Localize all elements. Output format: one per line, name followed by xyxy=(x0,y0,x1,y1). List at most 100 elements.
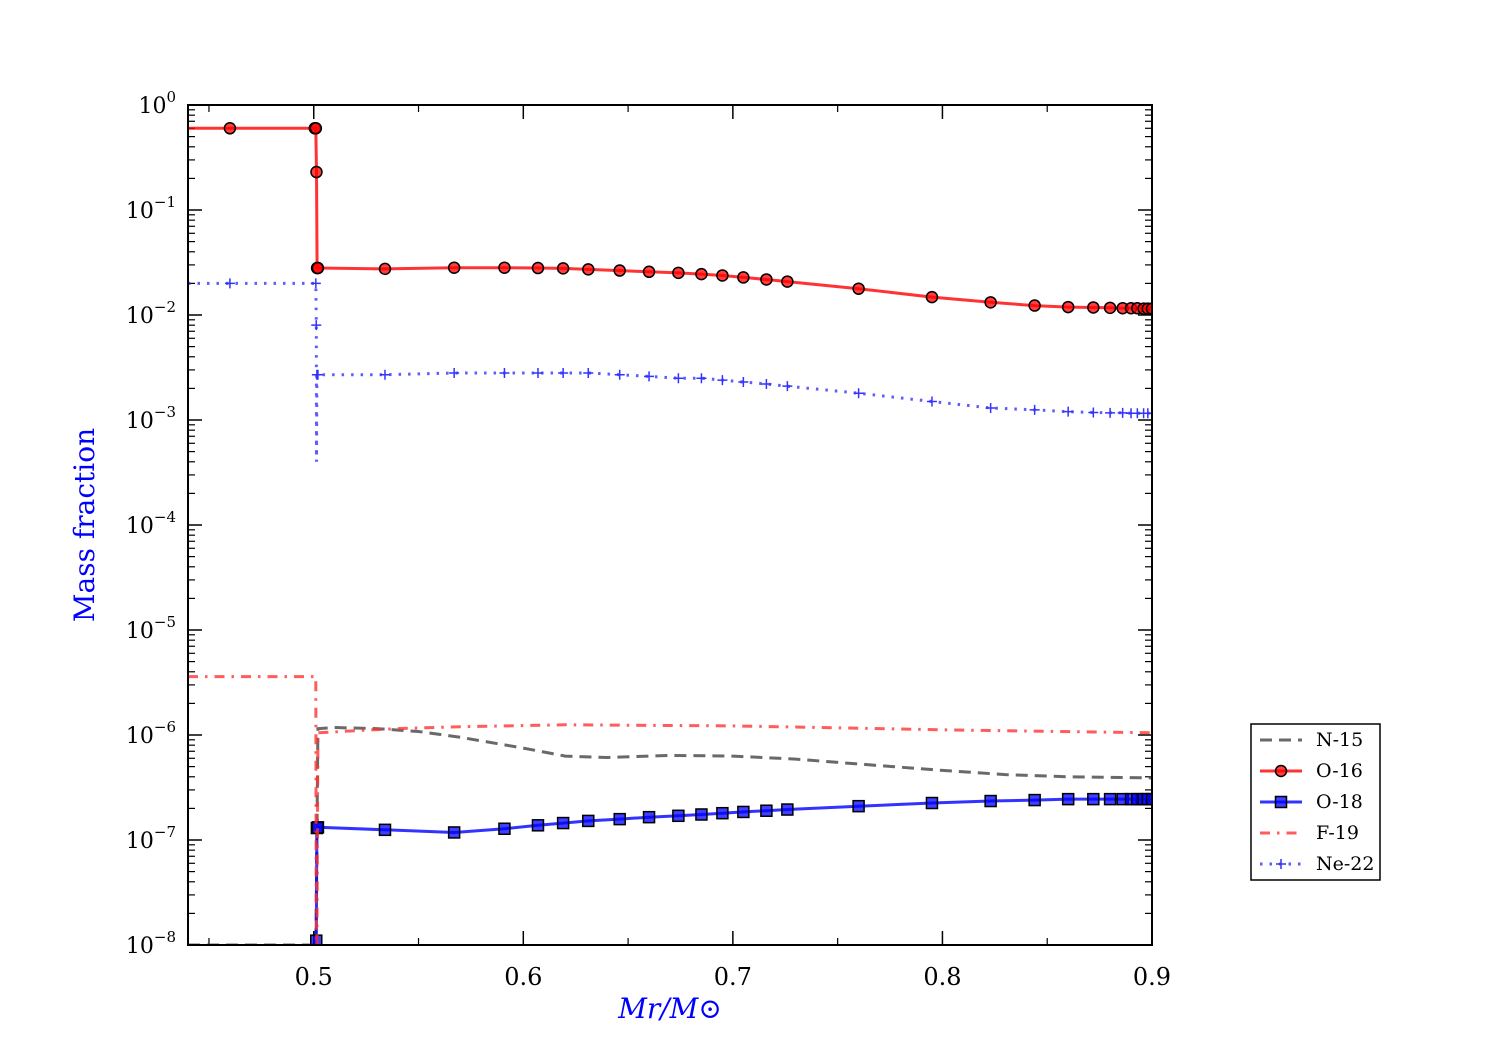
legend-item-o-16: O-16 xyxy=(1260,760,1363,782)
data-point-ne-22 xyxy=(1088,407,1099,418)
y-tick-label-3: 10−3 xyxy=(126,403,176,434)
data-point-ne-22 xyxy=(761,379,772,390)
y-tick-label-4: 10−4 xyxy=(126,508,176,539)
legend: N-15 O-16 O-18 F-19 Ne-22 xyxy=(1250,723,1381,881)
data-point-ne-22 xyxy=(738,377,749,388)
data-point-o-18 xyxy=(1061,792,1075,806)
legend-marker xyxy=(1274,795,1288,809)
data-point-ne-22 xyxy=(1063,406,1074,417)
data-point-o-16 xyxy=(1061,300,1075,314)
x-tick-label-0: 0.5 xyxy=(295,963,333,991)
legend-label: F-19 xyxy=(1316,822,1359,844)
series-n-15 xyxy=(188,725,1152,945)
series-line-o-18 xyxy=(314,797,1152,945)
plot-frame xyxy=(187,104,1153,946)
data-point-o-16 xyxy=(1145,302,1152,315)
legend-item-ne-22: Ne-22 xyxy=(1260,853,1374,875)
data-point-o-18 xyxy=(378,823,392,837)
data-point-ne-22 xyxy=(558,368,569,379)
x-tick-label-3: 0.8 xyxy=(923,963,961,991)
data-point-ne-22 xyxy=(449,368,460,379)
data-point-o-18 xyxy=(737,805,750,819)
data-point-o-16 xyxy=(642,265,656,279)
data-point-o-16 xyxy=(1087,301,1100,314)
data-point-o-18 xyxy=(695,808,708,821)
y-tick-label-7: 10−7 xyxy=(126,823,176,854)
y-tick-label-8: 10−8 xyxy=(126,928,176,959)
data-point-ne-22 xyxy=(312,369,323,380)
data-point-ne-22 xyxy=(1105,407,1116,418)
data-point-o-18 xyxy=(716,806,729,820)
legend-label: N-15 xyxy=(1316,729,1363,751)
series-line-ne-22 xyxy=(188,281,1152,462)
y-tick-label-1: 10−1 xyxy=(126,193,176,224)
data-point-o-16 xyxy=(781,275,794,288)
legend-marker xyxy=(1276,859,1286,869)
data-point-o-16 xyxy=(378,262,392,276)
data-point-o-18 xyxy=(613,812,626,826)
data-point-o-18 xyxy=(556,816,570,830)
data-point-ne-22 xyxy=(782,381,793,392)
data-point-o-18 xyxy=(852,799,865,813)
data-point-ne-22 xyxy=(673,373,684,384)
data-point-ne-22 xyxy=(311,320,322,331)
data-point-o-16 xyxy=(716,269,729,282)
y-axis-label: Mass fraction xyxy=(68,428,101,622)
data-point-o-16 xyxy=(672,266,685,280)
data-point-o-18 xyxy=(1145,792,1152,806)
data-point-o-18 xyxy=(984,794,997,808)
x-tick-label-4: 0.9 xyxy=(1133,963,1171,991)
series-f-19 xyxy=(188,675,1152,945)
data-point-o-18 xyxy=(498,822,511,835)
data-point-ne-22 xyxy=(926,396,937,407)
data-point-o-18 xyxy=(447,826,461,839)
data-point-o-16 xyxy=(695,267,708,281)
data-point-ne-22 xyxy=(985,403,996,414)
data-point-o-16 xyxy=(223,122,237,135)
y-tick-label-2: 10−2 xyxy=(126,298,176,329)
axis-ticks xyxy=(188,104,1153,946)
data-point-o-18 xyxy=(672,809,685,823)
data-point-ne-22 xyxy=(532,368,543,379)
data-point-o-16 xyxy=(309,122,323,135)
series-ne-22 xyxy=(188,278,1152,462)
data-point-ne-22 xyxy=(1117,407,1128,418)
data-point-o-16 xyxy=(984,296,997,309)
data-point-o-16 xyxy=(1028,299,1041,312)
data-point-o-16 xyxy=(310,165,323,179)
x-tick-labels: 0.5 0.6 0.7 0.8 0.9 xyxy=(295,963,1171,991)
data-point-o-16 xyxy=(556,262,570,275)
legend-label: O-18 xyxy=(1316,791,1363,813)
y-tick-label-0: 100 xyxy=(138,88,176,119)
data-point-o-16 xyxy=(531,261,545,275)
series-o-18 xyxy=(310,792,1152,945)
data-point-ne-22 xyxy=(717,375,728,386)
data-point-ne-22 xyxy=(310,278,321,289)
series-line-f-19 xyxy=(188,675,1152,945)
legend-item-n-15: N-15 xyxy=(1260,729,1363,751)
x-axis-label: Mr/M⊙ xyxy=(617,992,722,1025)
series-o-16 xyxy=(188,122,1152,315)
data-point-o-16 xyxy=(613,264,626,277)
legend-label: O-16 xyxy=(1316,760,1363,782)
data-point-ne-22 xyxy=(379,369,390,380)
data-point-o-16 xyxy=(447,261,461,274)
x-tick-label-1: 0.6 xyxy=(504,963,542,991)
data-point-o-18 xyxy=(582,814,595,828)
data-point-o-16 xyxy=(760,273,773,286)
data-point-ne-22 xyxy=(224,278,235,289)
data-point-o-18 xyxy=(1028,793,1041,807)
series-line-o-16 xyxy=(188,126,1152,311)
data-point-ne-22 xyxy=(614,369,625,380)
data-point-o-18 xyxy=(1103,792,1117,806)
data-point-ne-22 xyxy=(644,371,655,382)
data-point-o-16 xyxy=(582,263,595,276)
x-tick-label-2: 0.7 xyxy=(714,963,752,991)
data-point-o-18 xyxy=(531,819,545,832)
y-tick-label-5: 10−5 xyxy=(126,613,176,644)
data-point-o-18 xyxy=(925,796,939,810)
data-point-o-16 xyxy=(1103,301,1117,315)
legend-item-o-18: O-18 xyxy=(1260,791,1363,813)
series-line-n-15 xyxy=(188,725,1152,945)
